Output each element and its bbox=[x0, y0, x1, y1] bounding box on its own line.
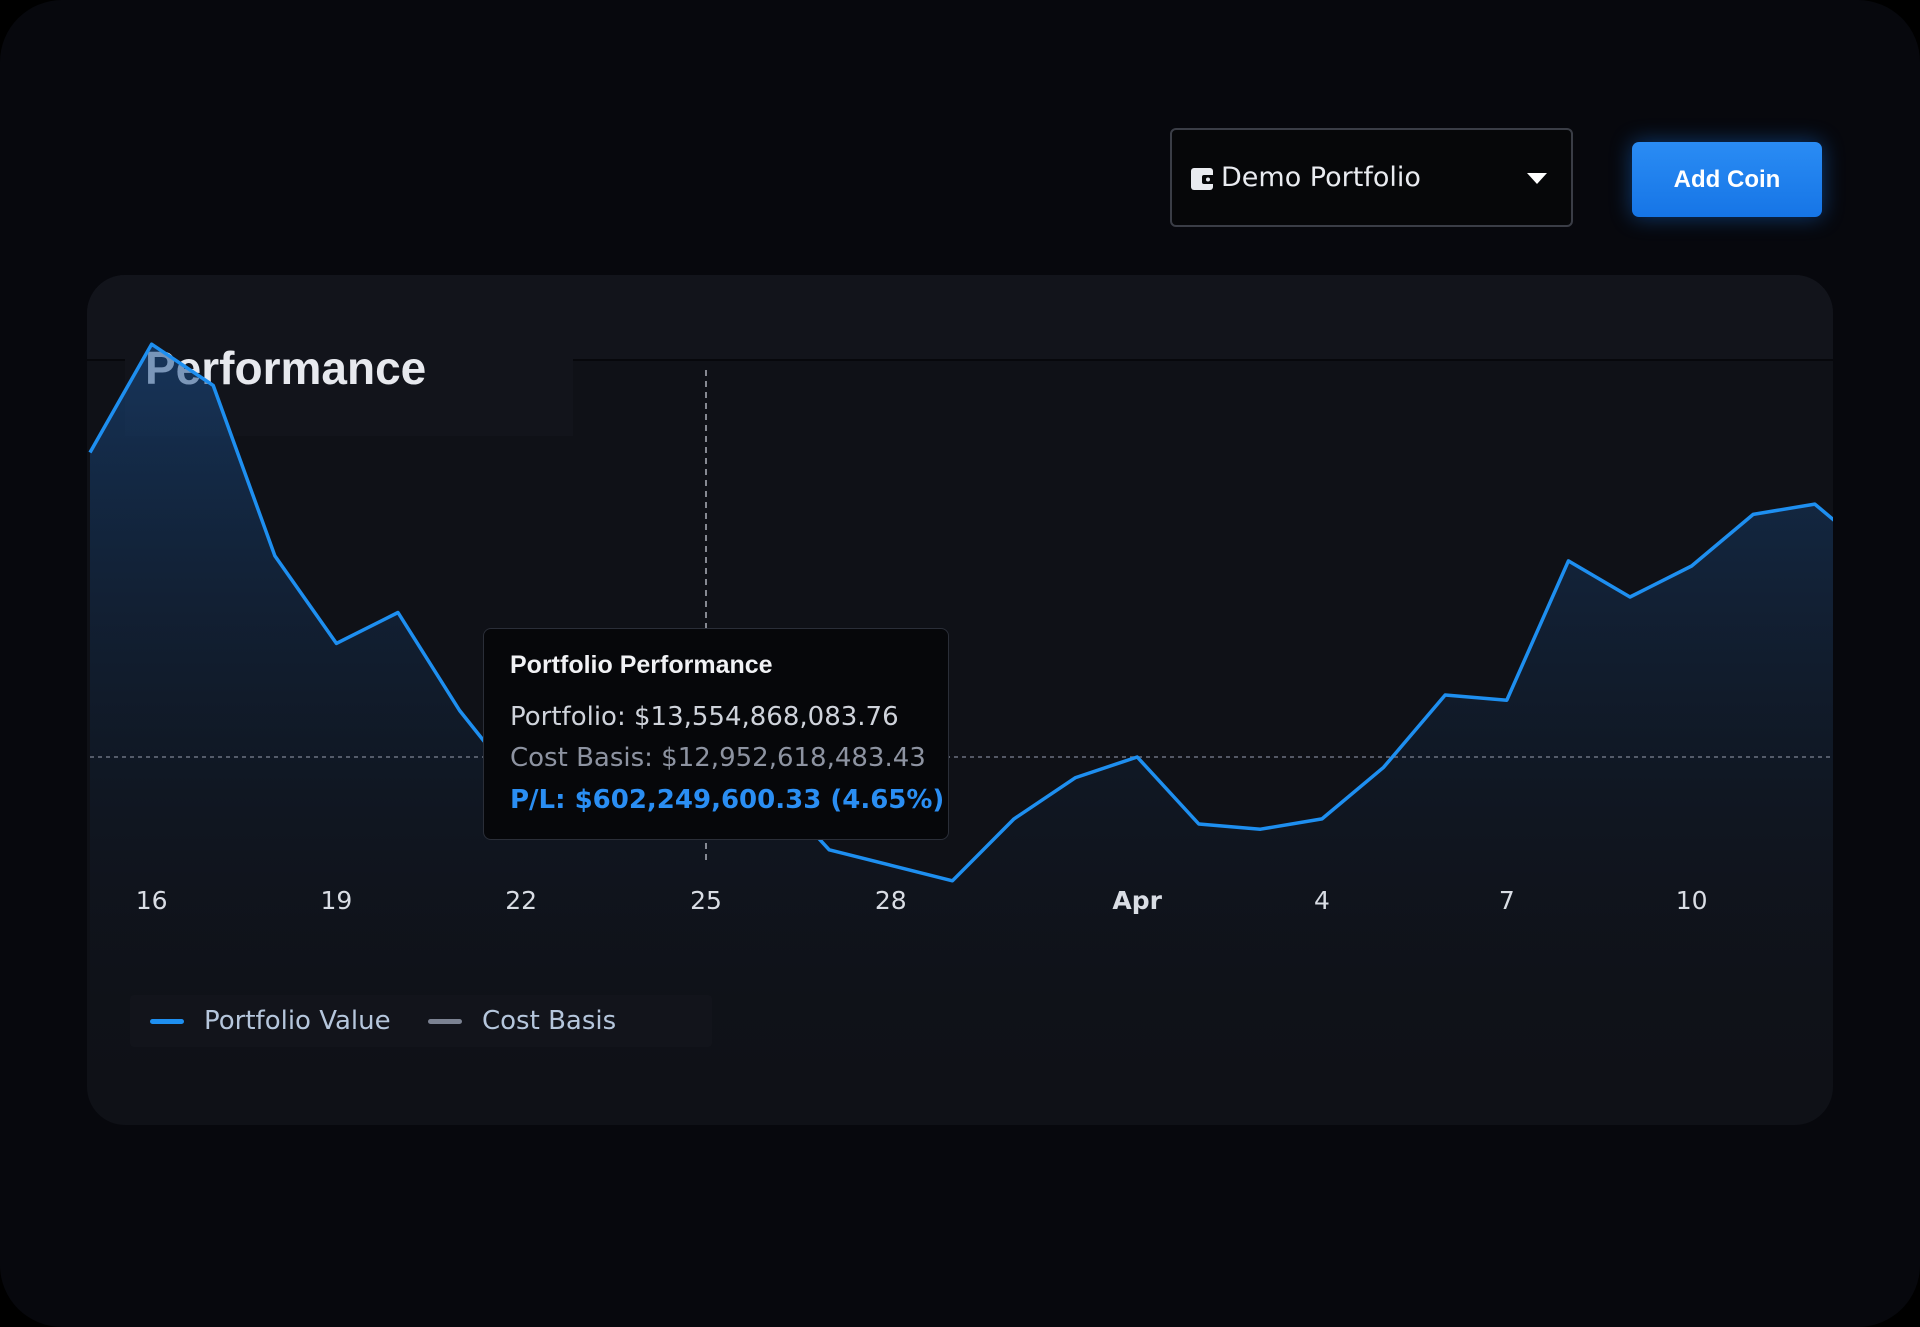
legend-item-cost-basis[interactable]: Cost Basis bbox=[428, 995, 616, 1047]
portfolio-selector[interactable]: Demo Portfolio bbox=[1170, 128, 1573, 227]
performance-chart[interactable]: 16 19 22 25 28 Apr 4 7 10 bbox=[87, 275, 1833, 1125]
x-tick-label: 25 bbox=[690, 886, 722, 915]
tooltip-cost-basis: Cost Basis: $12,952,618,483.43 bbox=[510, 743, 926, 773]
chart-tooltip: Portfolio Performance Portfolio: $13,554… bbox=[483, 628, 949, 840]
x-tick-label: 22 bbox=[505, 886, 537, 915]
add-coin-button[interactable]: Add Coin bbox=[1632, 142, 1822, 217]
performance-card: Performance 16 19 22 25 28 Apr 4 7 10 Portfolio … bbox=[87, 275, 1833, 1125]
legend-label-portfolio: Portfolio Value bbox=[204, 1006, 391, 1036]
x-tick-label: Apr bbox=[1112, 886, 1162, 915]
legend-swatch-cost-basis bbox=[428, 1018, 462, 1024]
legend-item-portfolio-value[interactable]: Portfolio Value bbox=[150, 995, 391, 1047]
x-tick-label: 10 bbox=[1676, 886, 1708, 915]
portfolio-selector-value: Demo Portfolio bbox=[1221, 162, 1421, 193]
x-tick-label: 16 bbox=[136, 886, 168, 915]
x-tick-label: 4 bbox=[1314, 886, 1330, 915]
chart-legend: Portfolio Value Cost Basis bbox=[130, 995, 712, 1047]
tooltip-title: Portfolio Performance bbox=[510, 651, 773, 679]
x-tick-label: 7 bbox=[1499, 886, 1515, 915]
chevron-down-icon bbox=[1527, 173, 1547, 184]
x-tick-label: 28 bbox=[875, 886, 907, 915]
legend-label-cost-basis: Cost Basis bbox=[482, 1006, 617, 1036]
wallet-icon bbox=[1191, 168, 1216, 190]
x-tick-label: 19 bbox=[320, 886, 352, 915]
legend-swatch-portfolio bbox=[150, 1018, 184, 1024]
portfolio-area bbox=[90, 344, 1833, 1113]
tooltip-portfolio-value: Portfolio: $13,554,868,083.76 bbox=[510, 702, 899, 732]
portfolio-value-line bbox=[88, 342, 1833, 883]
tooltip-profit-loss: P/L: $602,249,600.33 (4.65%) bbox=[510, 785, 945, 815]
